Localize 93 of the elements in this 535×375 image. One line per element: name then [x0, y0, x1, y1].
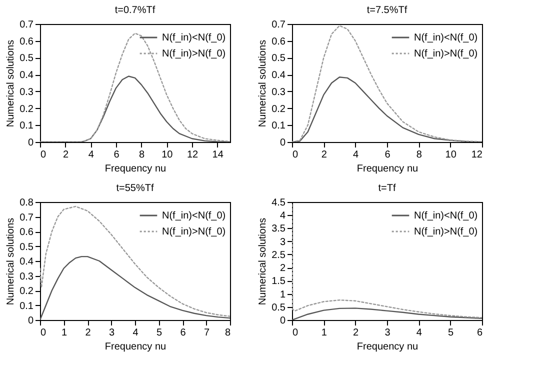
x-tick-label: 4	[88, 150, 94, 160]
y-axis-title: Numerical solutions	[258, 218, 269, 306]
x-tick-label: 0	[40, 328, 46, 338]
chart-title: t=0.7%Tf	[114, 5, 156, 16]
y-tick-label: 1	[280, 289, 286, 300]
x-tick-label: 12	[186, 150, 198, 160]
x-tick-label: 0	[40, 150, 46, 160]
x-tick-label: 1	[61, 328, 68, 338]
y-tick-label: 0.6	[20, 36, 34, 48]
y-tick-label: 0.5	[272, 302, 286, 314]
y-tick-label: 0.3	[272, 86, 286, 98]
x-tick-label: 12	[471, 150, 483, 160]
x-tick-label: 7	[204, 328, 210, 338]
x-tick-label: 0	[292, 328, 298, 338]
y-tick-label: 0.7	[20, 20, 34, 30]
y-tick-label: 1.5	[272, 276, 286, 288]
y-axis-title: Numerical solutions	[6, 218, 17, 306]
x-axis-title: Frequency nu	[104, 342, 166, 352]
chart-title: t=Tf	[378, 183, 396, 194]
x-tick-label: 2	[85, 328, 92, 338]
x-tick-label: 4	[416, 328, 422, 338]
y-tick-label: 0.1	[272, 120, 286, 132]
y-tick-label: 0.5	[20, 53, 34, 64]
y-tick-label: 0.4	[272, 70, 286, 82]
y-tick-label: 0.6	[272, 36, 286, 48]
y-tick-label: 0	[280, 138, 286, 148]
x-tick-label: 10	[162, 150, 174, 160]
legend-label: N(f_in)<N(f_0)	[162, 32, 226, 44]
x-tick-label: 8	[139, 150, 146, 160]
legend-label: N(f_in)<N(f_0)	[162, 210, 226, 222]
line-series	[40, 206, 230, 317]
y-tick-label: 0.5	[20, 242, 34, 253]
x-tick-label: 10	[445, 150, 457, 160]
y-tick-label: 0.5	[272, 53, 286, 64]
x-tick-label: 1	[321, 328, 328, 338]
x-axis-title: Frequency nu	[104, 164, 166, 174]
y-tick-label: 0	[28, 138, 34, 148]
y-tick-label: 0.7	[272, 20, 286, 30]
y-tick-label: 3	[280, 236, 286, 248]
line-series	[40, 76, 230, 142]
y-tick-label: 0.1	[20, 120, 34, 132]
line-series	[292, 308, 482, 320]
y-tick-label: 0	[280, 316, 286, 326]
y-tick-label: 0.2	[272, 104, 286, 115]
x-tick-label: 6	[476, 328, 483, 338]
y-tick-label: 0.1	[20, 300, 34, 312]
x-axis-title: Frequency nu	[356, 164, 418, 174]
y-axis-title: Numerical solutions	[258, 40, 269, 128]
line-series	[40, 256, 230, 320]
x-tick-label: 5	[156, 328, 162, 338]
y-tick-label: 0	[28, 316, 34, 326]
y-axis-title: Numerical solutions	[6, 40, 17, 128]
y-tick-label: 2	[280, 263, 286, 274]
legend-label: N(f_in)<N(f_0)	[414, 32, 478, 44]
chart-title: t=7.5%Tf	[366, 5, 408, 16]
y-tick-label: 0.6	[20, 227, 34, 238]
y-tick-label: 0.3	[20, 271, 34, 282]
x-tick-label: 8	[224, 328, 231, 338]
x-tick-label: 6	[180, 328, 186, 338]
line-series	[40, 32, 230, 142]
legend-label: N(f_in)<N(f_0)	[414, 210, 478, 222]
legend-label: N(f_in)>N(f_0)	[414, 226, 478, 238]
x-tick-label: 2	[321, 150, 328, 160]
legend-label: N(f_in)>N(f_0)	[162, 48, 226, 60]
x-axis-title: Frequency nu	[356, 342, 418, 352]
y-tick-label: 0.3	[20, 86, 34, 98]
y-tick-label: 2.5	[272, 250, 286, 261]
y-tick-label: 4.5	[272, 198, 286, 208]
x-tick-label: 4	[353, 150, 360, 160]
y-tick-label: 0.4	[20, 256, 34, 268]
y-tick-label: 0.8	[20, 198, 34, 208]
x-tick-label: 2	[63, 150, 70, 160]
legend-label: N(f_in)>N(f_0)	[162, 226, 226, 238]
line-series	[292, 76, 482, 142]
x-tick-label: 4	[132, 328, 139, 338]
line-series	[292, 204, 482, 318]
x-tick-label: 3	[384, 328, 391, 338]
x-tick-label: 2	[353, 328, 360, 338]
y-tick-label: 0.2	[20, 104, 34, 115]
legend-label: N(f_in)>N(f_0)	[414, 48, 478, 60]
x-tick-label: 6	[384, 150, 391, 160]
y-tick-label: 0.4	[20, 70, 34, 82]
x-tick-label: 14	[212, 150, 224, 160]
y-tick-label: 0.7	[20, 212, 34, 224]
x-tick-label: 5	[448, 328, 454, 338]
x-tick-label: 3	[108, 328, 115, 338]
x-tick-label: 0	[292, 150, 298, 160]
y-tick-label: 4	[280, 210, 286, 222]
x-tick-label: 6	[114, 150, 120, 160]
x-tick-label: 8	[416, 150, 422, 160]
chart-title: t=55%Tf	[116, 183, 154, 194]
y-tick-label: 0.2	[20, 286, 34, 297]
y-tick-label: 3.5	[272, 224, 286, 235]
